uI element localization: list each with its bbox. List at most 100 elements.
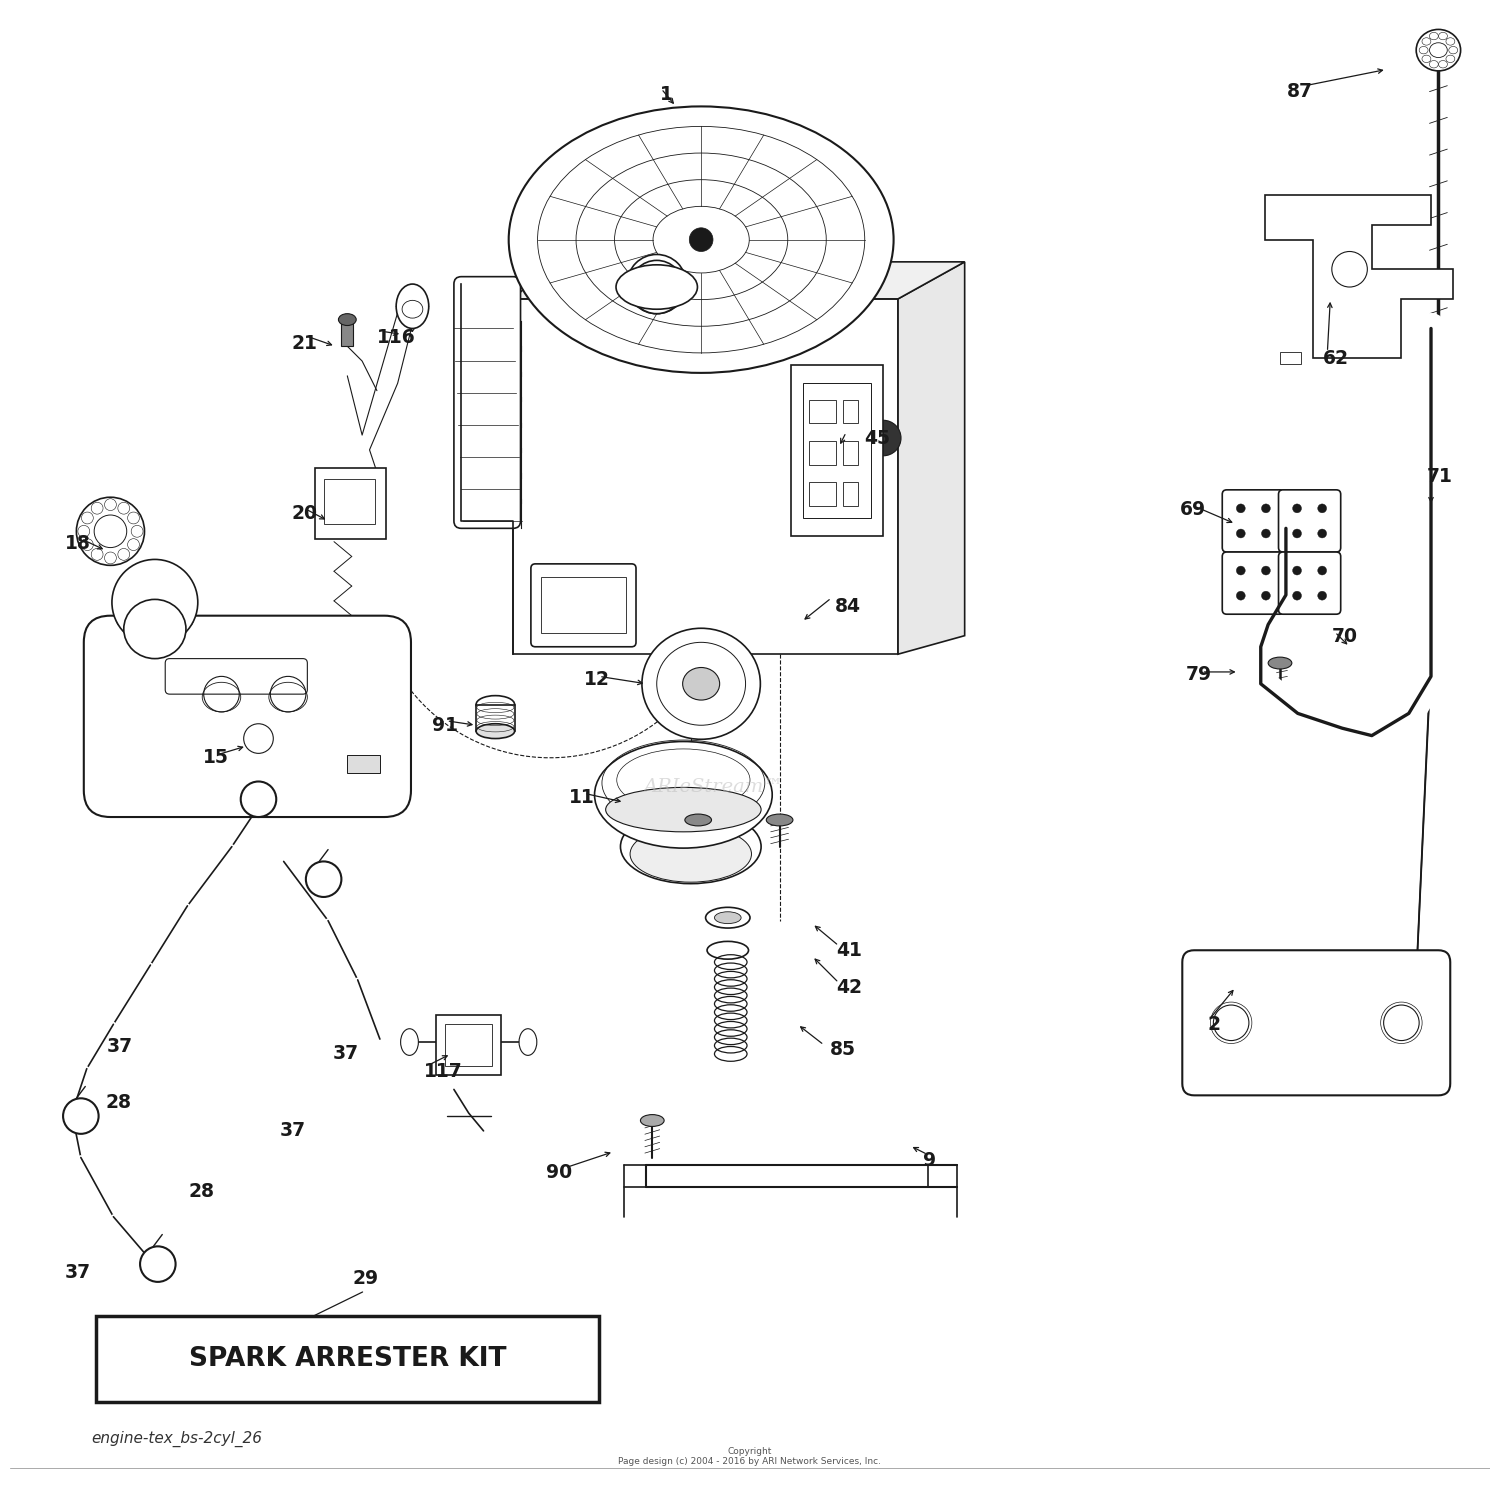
Ellipse shape — [476, 724, 514, 739]
Circle shape — [1292, 565, 1328, 600]
Text: 70: 70 — [1332, 627, 1358, 646]
Text: ARIeStream™: ARIeStream™ — [644, 779, 783, 796]
Ellipse shape — [616, 265, 698, 309]
Circle shape — [1383, 1005, 1419, 1040]
Text: 37: 37 — [106, 1037, 132, 1057]
Circle shape — [1214, 1005, 1249, 1040]
Text: 117: 117 — [424, 1062, 464, 1082]
Text: 29: 29 — [352, 1269, 378, 1288]
Ellipse shape — [76, 498, 144, 565]
Text: Copyright
Page design (c) 2004 - 2016 by ARI Network Services, Inc.: Copyright Page design (c) 2004 - 2016 by… — [618, 1447, 882, 1467]
FancyBboxPatch shape — [1278, 551, 1341, 614]
Circle shape — [1262, 529, 1270, 538]
Bar — [436, 1015, 501, 1074]
Bar — [315, 468, 386, 539]
Circle shape — [1236, 565, 1270, 600]
Text: 11: 11 — [568, 788, 594, 807]
Bar — [324, 480, 375, 525]
Text: 91: 91 — [432, 716, 459, 734]
Bar — [792, 366, 883, 536]
Circle shape — [627, 254, 687, 314]
Ellipse shape — [1268, 657, 1292, 669]
Circle shape — [645, 272, 669, 296]
Ellipse shape — [117, 605, 194, 635]
Ellipse shape — [606, 788, 760, 832]
Circle shape — [1293, 529, 1302, 538]
Circle shape — [243, 724, 273, 753]
Text: 41: 41 — [836, 941, 861, 960]
Bar — [342, 322, 352, 346]
Bar — [542, 577, 626, 633]
Ellipse shape — [1416, 30, 1461, 71]
Ellipse shape — [714, 912, 741, 924]
Text: engine-tex_bs-2cyl_26: engine-tex_bs-2cyl_26 — [92, 1431, 262, 1447]
Text: 2: 2 — [1208, 1015, 1221, 1034]
Circle shape — [1317, 566, 1326, 575]
Text: 84: 84 — [834, 597, 861, 617]
Text: 45: 45 — [864, 428, 889, 447]
Text: 116: 116 — [376, 328, 416, 346]
Text: 85: 85 — [830, 1040, 856, 1060]
Text: 37: 37 — [333, 1045, 358, 1064]
Circle shape — [1262, 504, 1270, 513]
Ellipse shape — [640, 1114, 664, 1126]
Circle shape — [320, 489, 360, 531]
Ellipse shape — [682, 667, 720, 700]
Circle shape — [1293, 591, 1302, 600]
Ellipse shape — [642, 629, 760, 740]
Text: 1: 1 — [660, 85, 674, 104]
Polygon shape — [898, 262, 964, 654]
Circle shape — [114, 560, 196, 643]
Text: 79: 79 — [1186, 666, 1212, 685]
Bar — [843, 441, 858, 465]
Circle shape — [1262, 566, 1270, 575]
FancyBboxPatch shape — [1222, 551, 1284, 614]
Ellipse shape — [686, 814, 711, 826]
Circle shape — [1293, 566, 1302, 575]
Bar — [96, 1317, 598, 1401]
Ellipse shape — [594, 742, 772, 849]
Ellipse shape — [621, 810, 760, 884]
Bar — [476, 704, 514, 731]
Bar — [808, 483, 836, 507]
Bar — [804, 383, 871, 519]
Text: 20: 20 — [291, 504, 318, 523]
Ellipse shape — [706, 941, 748, 958]
Ellipse shape — [509, 107, 894, 373]
Circle shape — [1332, 251, 1368, 287]
Text: 37: 37 — [64, 1263, 92, 1282]
Polygon shape — [1264, 195, 1454, 358]
Text: 87: 87 — [1287, 82, 1312, 101]
Circle shape — [1317, 529, 1326, 538]
Bar — [446, 1024, 492, 1065]
FancyBboxPatch shape — [1222, 490, 1284, 551]
Ellipse shape — [396, 284, 429, 328]
FancyBboxPatch shape — [1182, 950, 1450, 1095]
Bar — [808, 441, 836, 465]
Circle shape — [1262, 591, 1270, 600]
Text: 18: 18 — [66, 533, 92, 553]
Bar — [843, 483, 858, 507]
Circle shape — [1317, 591, 1326, 600]
Ellipse shape — [124, 599, 186, 658]
Circle shape — [140, 1247, 176, 1282]
Circle shape — [306, 862, 342, 898]
Bar — [808, 400, 836, 424]
Polygon shape — [513, 262, 964, 299]
Circle shape — [865, 421, 901, 456]
Ellipse shape — [630, 826, 752, 883]
FancyBboxPatch shape — [454, 276, 520, 529]
Bar — [1280, 352, 1300, 364]
Circle shape — [1293, 504, 1302, 513]
FancyBboxPatch shape — [531, 563, 636, 646]
Ellipse shape — [339, 314, 356, 325]
Ellipse shape — [112, 559, 198, 645]
Ellipse shape — [705, 908, 750, 929]
Circle shape — [1236, 529, 1245, 538]
Text: 90: 90 — [546, 1164, 573, 1181]
Text: 69: 69 — [1180, 499, 1206, 519]
Ellipse shape — [519, 1028, 537, 1055]
Circle shape — [240, 782, 276, 817]
Circle shape — [630, 260, 684, 314]
FancyBboxPatch shape — [84, 615, 411, 817]
